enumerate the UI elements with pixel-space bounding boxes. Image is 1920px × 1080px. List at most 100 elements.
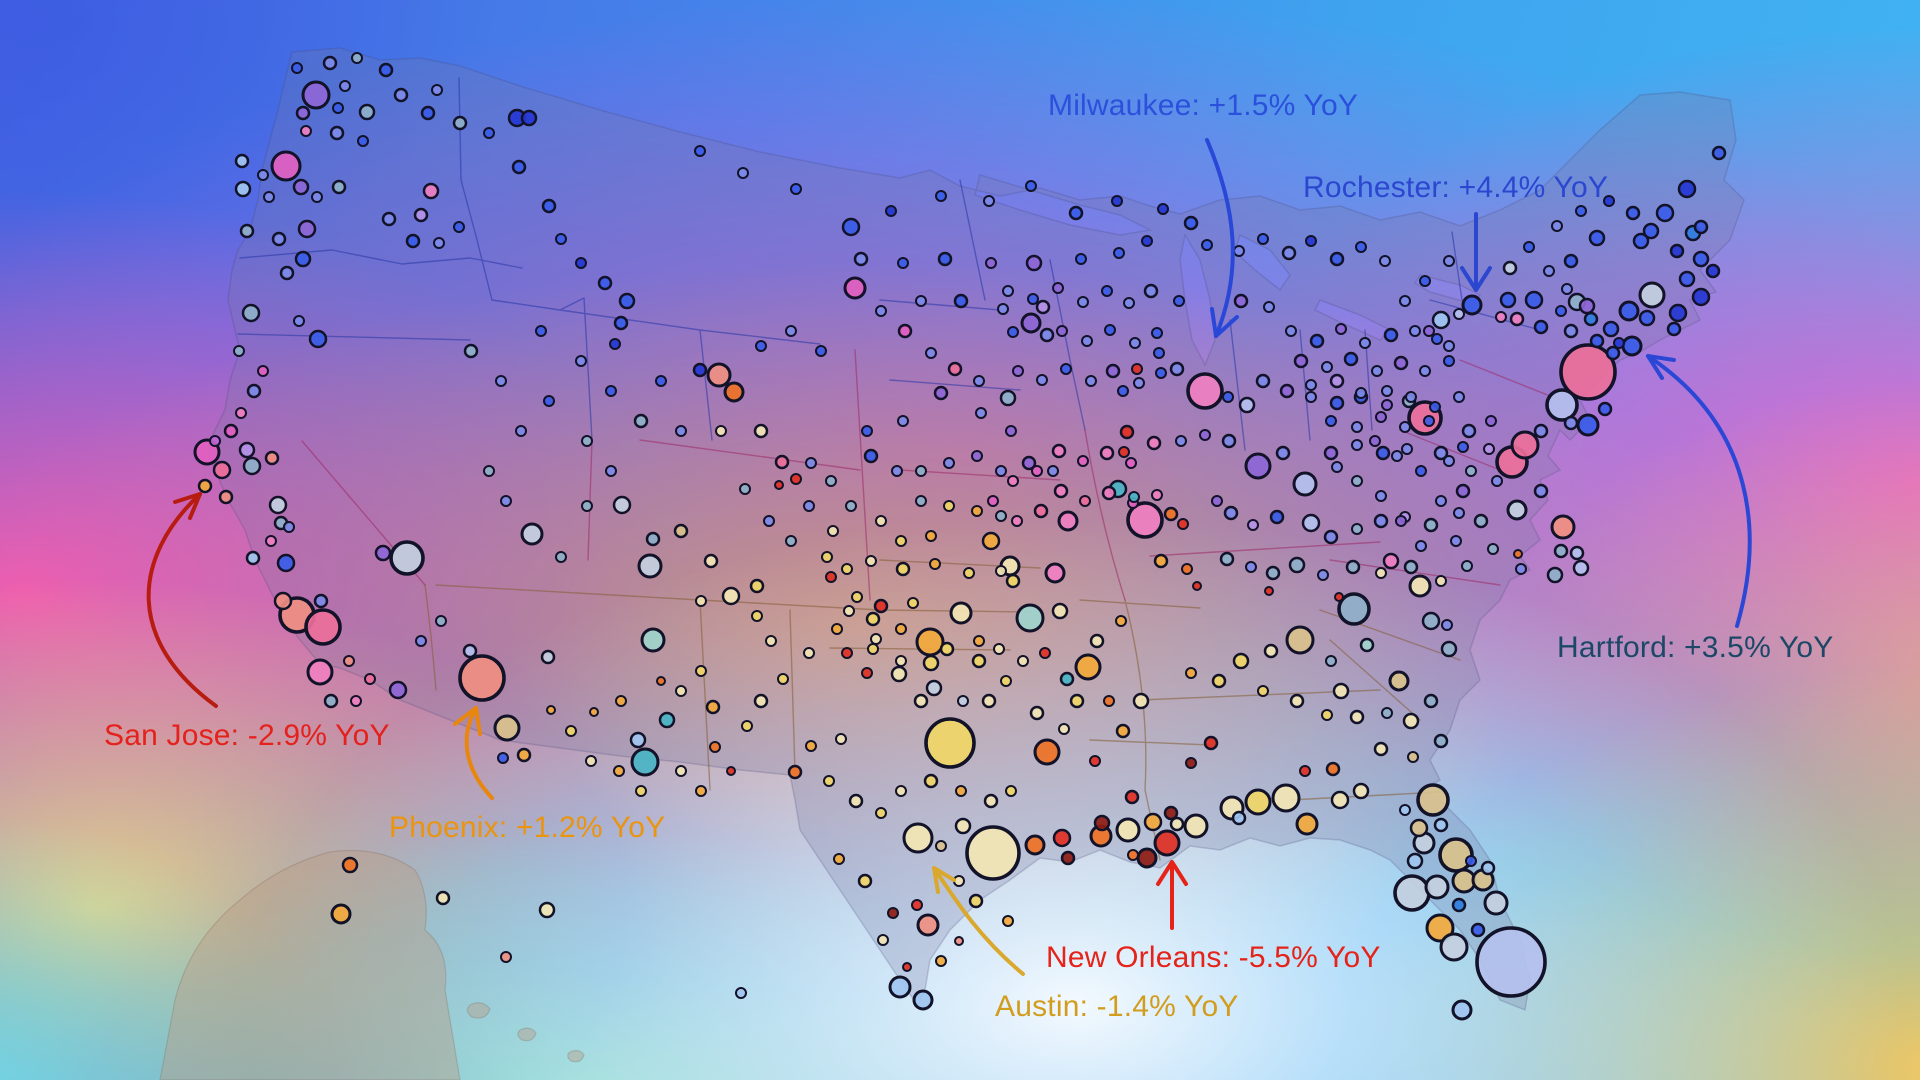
city-bubble[interactable] [1575, 205, 1587, 217]
city-bubble[interactable] [865, 611, 881, 627]
city-bubble[interactable] [1373, 513, 1389, 529]
city-bubble[interactable] [705, 699, 721, 715]
city-bubble[interactable] [1583, 311, 1599, 327]
city-bubble[interactable] [895, 785, 907, 797]
city-bubble[interactable] [885, 205, 897, 217]
city-bubble[interactable] [1012, 365, 1024, 377]
city-bubble[interactable] [1128, 491, 1140, 503]
city-bubble[interactable] [1052, 828, 1072, 848]
city-bubble[interactable] [1192, 581, 1202, 591]
city-bubble[interactable] [1299, 765, 1311, 777]
city-bubble[interactable] [805, 457, 817, 469]
city-bubble[interactable] [1081, 335, 1093, 347]
city-bubble[interactable] [1305, 235, 1317, 247]
city-bubble[interactable] [1393, 355, 1409, 371]
city-bubble[interactable] [1309, 333, 1325, 349]
city-bubble[interactable] [483, 127, 495, 139]
city-bubble[interactable] [1305, 391, 1317, 403]
city-bubble[interactable] [1435, 575, 1447, 587]
city-bubble[interactable] [1391, 450, 1403, 462]
city-bubble[interactable] [1113, 247, 1125, 259]
city-bubble[interactable] [1185, 667, 1197, 679]
city-bubble[interactable] [1325, 761, 1341, 777]
city-bubble[interactable] [1669, 243, 1685, 259]
city-bubble[interactable] [1025, 180, 1037, 192]
city-bubble[interactable] [1455, 483, 1471, 499]
city-bubble[interactable] [1060, 363, 1072, 375]
city-bubble[interactable] [777, 673, 789, 685]
city-bubble[interactable] [565, 725, 577, 737]
city-bubble[interactable] [1431, 333, 1443, 345]
city-bubble[interactable] [1546, 566, 1564, 584]
city-bubble[interactable] [589, 707, 599, 717]
city-bubble[interactable] [1275, 445, 1291, 461]
city-bubble[interactable] [1451, 897, 1467, 913]
city-bubble[interactable] [540, 649, 556, 665]
city-bubble[interactable] [413, 207, 429, 223]
city-bubble[interactable] [1203, 735, 1219, 751]
city-bubble[interactable] [1693, 219, 1709, 235]
city-bubble[interactable] [825, 571, 837, 583]
city-bubble[interactable] [341, 856, 359, 874]
city-bubble[interactable] [1232, 652, 1250, 670]
city-bubble[interactable] [612, 495, 632, 515]
city-bubble[interactable] [1369, 435, 1381, 447]
city-bubble[interactable] [895, 535, 907, 547]
city-bubble[interactable] [1007, 475, 1019, 487]
city-bubble[interactable] [841, 647, 853, 659]
city-bubble[interactable] [605, 385, 617, 397]
city-bubble[interactable] [888, 975, 912, 999]
city-bubble[interactable] [500, 495, 512, 507]
city-bubble[interactable] [1077, 296, 1089, 308]
city-bubble[interactable] [1219, 551, 1235, 567]
city-bubble[interactable] [218, 489, 234, 505]
city-bubble[interactable] [675, 685, 687, 697]
city-bubble[interactable] [694, 145, 706, 157]
city-bubble[interactable] [861, 667, 873, 679]
city-bubble[interactable] [1485, 415, 1497, 427]
city-bubble[interactable] [257, 365, 269, 377]
city-bubble[interactable] [313, 593, 329, 609]
city-bubble[interactable] [875, 807, 887, 819]
city-bubble[interactable] [1555, 305, 1567, 317]
city-bubble[interactable] [1163, 805, 1179, 821]
city-bubble[interactable] [1035, 299, 1051, 315]
city-bubble[interactable] [1115, 817, 1141, 843]
city-bubble[interactable] [1621, 335, 1643, 357]
city-bubble[interactable] [1211, 495, 1223, 507]
city-bubble[interactable] [753, 693, 769, 709]
city-bubble[interactable] [947, 361, 963, 377]
city-bubble[interactable] [935, 190, 947, 202]
city-bubble[interactable] [957, 695, 969, 707]
city-bubble[interactable] [1233, 293, 1249, 309]
city-bubble[interactable] [1104, 324, 1116, 336]
city-bubble[interactable] [971, 505, 983, 517]
city-bubble[interactable] [1578, 297, 1596, 315]
city-bubble[interactable] [1576, 413, 1600, 437]
city-bubble[interactable] [726, 766, 736, 776]
city-bubble[interactable] [329, 125, 345, 141]
city-bubble[interactable] [923, 773, 939, 789]
city-bubble[interactable] [581, 435, 593, 447]
city-bubble[interactable] [597, 275, 613, 291]
city-bubble[interactable] [1089, 755, 1101, 767]
city-bubble[interactable] [1559, 343, 1617, 401]
city-bubble[interactable] [1132, 692, 1150, 710]
city-bubble[interactable] [709, 741, 721, 753]
city-bubble[interactable] [433, 237, 445, 249]
city-bubble[interactable] [1123, 297, 1135, 309]
city-bubble[interactable] [1039, 327, 1055, 343]
city-bubble[interactable] [270, 150, 302, 182]
city-bubble[interactable] [1351, 421, 1363, 433]
city-bubble[interactable] [306, 658, 334, 686]
city-bubble[interactable] [1085, 375, 1097, 387]
city-bubble[interactable] [1443, 455, 1455, 467]
city-bubble[interactable] [291, 62, 303, 74]
city-bubble[interactable] [925, 530, 937, 542]
city-bubble[interactable] [1211, 673, 1227, 689]
city-bubble[interactable] [308, 329, 328, 349]
city-bubble[interactable] [971, 450, 983, 462]
city-bubble[interactable] [1119, 424, 1135, 440]
city-bubble[interactable] [263, 191, 275, 203]
city-bubble[interactable] [1323, 529, 1339, 545]
